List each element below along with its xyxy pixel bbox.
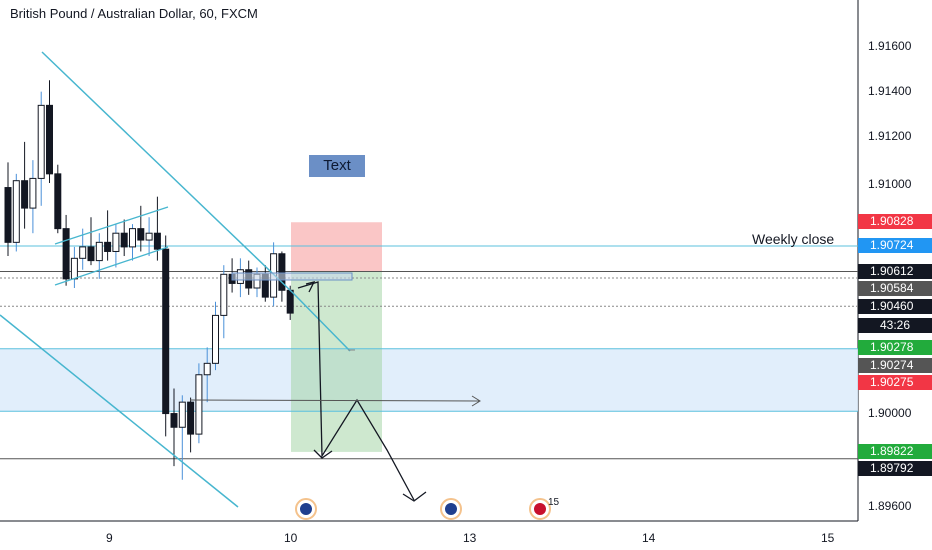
channel-upper-trendline[interactable] [41, 51, 294, 294]
path-arrow-end [402, 491, 427, 502]
candle-body [54, 173, 62, 230]
price-tag-weekly-close: 1.90724 [858, 238, 932, 253]
candle-body [112, 232, 120, 252]
candle-body [278, 253, 286, 291]
candle-body [79, 246, 87, 259]
price-tag-current: 1.90460 [858, 299, 932, 314]
take-profit-zone [291, 271, 382, 452]
time-label: 14 [642, 531, 656, 545]
time-label: 10 [284, 531, 298, 545]
candle-body [87, 246, 95, 262]
candle-body [195, 374, 203, 435]
candle-body [162, 248, 170, 415]
uk-flag-icon[interactable] [529, 498, 551, 520]
price-tag-target: 1.89822 [858, 444, 932, 459]
channel-lower-trendline[interactable] [0, 314, 239, 508]
candle-body [21, 180, 29, 209]
candle-body [178, 401, 186, 428]
candle-body [4, 187, 12, 243]
price-tag-level: 1.90584 [858, 281, 932, 296]
demand-zone [0, 348, 858, 412]
candle-body [137, 228, 145, 241]
price-tag-target-high: 1.90278 [858, 340, 932, 355]
candle-body [95, 241, 103, 262]
candle-body [104, 241, 112, 252]
candle-body [286, 289, 294, 314]
price-label: 1.89600 [868, 499, 912, 513]
text-annotation[interactable]: Text [309, 155, 365, 177]
price-tag-bid: 1.90275 [858, 375, 932, 390]
weekly-close-label: Weekly close [752, 231, 835, 247]
candle-body [46, 104, 53, 175]
price-label: 1.91600 [868, 39, 912, 53]
candle-body [62, 228, 70, 280]
price-tag-stop: 1.90828 [858, 214, 932, 229]
price-label: 1.91200 [868, 129, 912, 143]
price-label: 1.91400 [868, 84, 912, 98]
trendline-extension[interactable] [292, 292, 351, 352]
candle-body [129, 228, 136, 248]
horizontal-ray[interactable] [189, 399, 480, 402]
stop-loss-zone [291, 222, 382, 272]
time-label: 9 [106, 531, 113, 545]
australia-flag-icon[interactable] [440, 498, 462, 520]
price-label: 1.91000 [868, 177, 912, 191]
time-label: 13 [463, 531, 477, 545]
projected-path[interactable] [297, 281, 415, 501]
candle-body [120, 232, 128, 248]
entry-zone-rect[interactable] [231, 272, 353, 281]
candle-body [220, 273, 228, 316]
path-arrow-down [313, 449, 333, 459]
australia-flag-icon[interactable] [295, 498, 317, 520]
flag-upper-line[interactable] [54, 206, 169, 245]
candle-body [187, 401, 195, 435]
bar-countdown: 43:26 [858, 318, 932, 333]
price-tag-entry: 1.90612 [858, 264, 932, 279]
candle-body [153, 232, 161, 250]
candle-body [212, 314, 219, 364]
candle-body [37, 104, 45, 179]
price-tag-zone: 1.90274 [858, 358, 932, 373]
price-label: 1.90000 [868, 406, 912, 420]
time-label: 15 [821, 531, 835, 545]
candle-body [203, 362, 211, 376]
event-count: 15 [548, 497, 560, 508]
candle-body [29, 177, 37, 209]
candle-body [145, 232, 153, 241]
ray-arrow-head [471, 395, 481, 407]
candle-body [12, 180, 20, 243]
path-arrow-up [305, 281, 316, 293]
candle-body [170, 413, 178, 428]
candle-body [70, 257, 78, 280]
flag-lower-line[interactable] [54, 246, 169, 286]
price-tag-low: 1.89792 [858, 461, 932, 476]
symbol-title: British Pound / Australian Dollar, 60, F… [10, 6, 258, 21]
